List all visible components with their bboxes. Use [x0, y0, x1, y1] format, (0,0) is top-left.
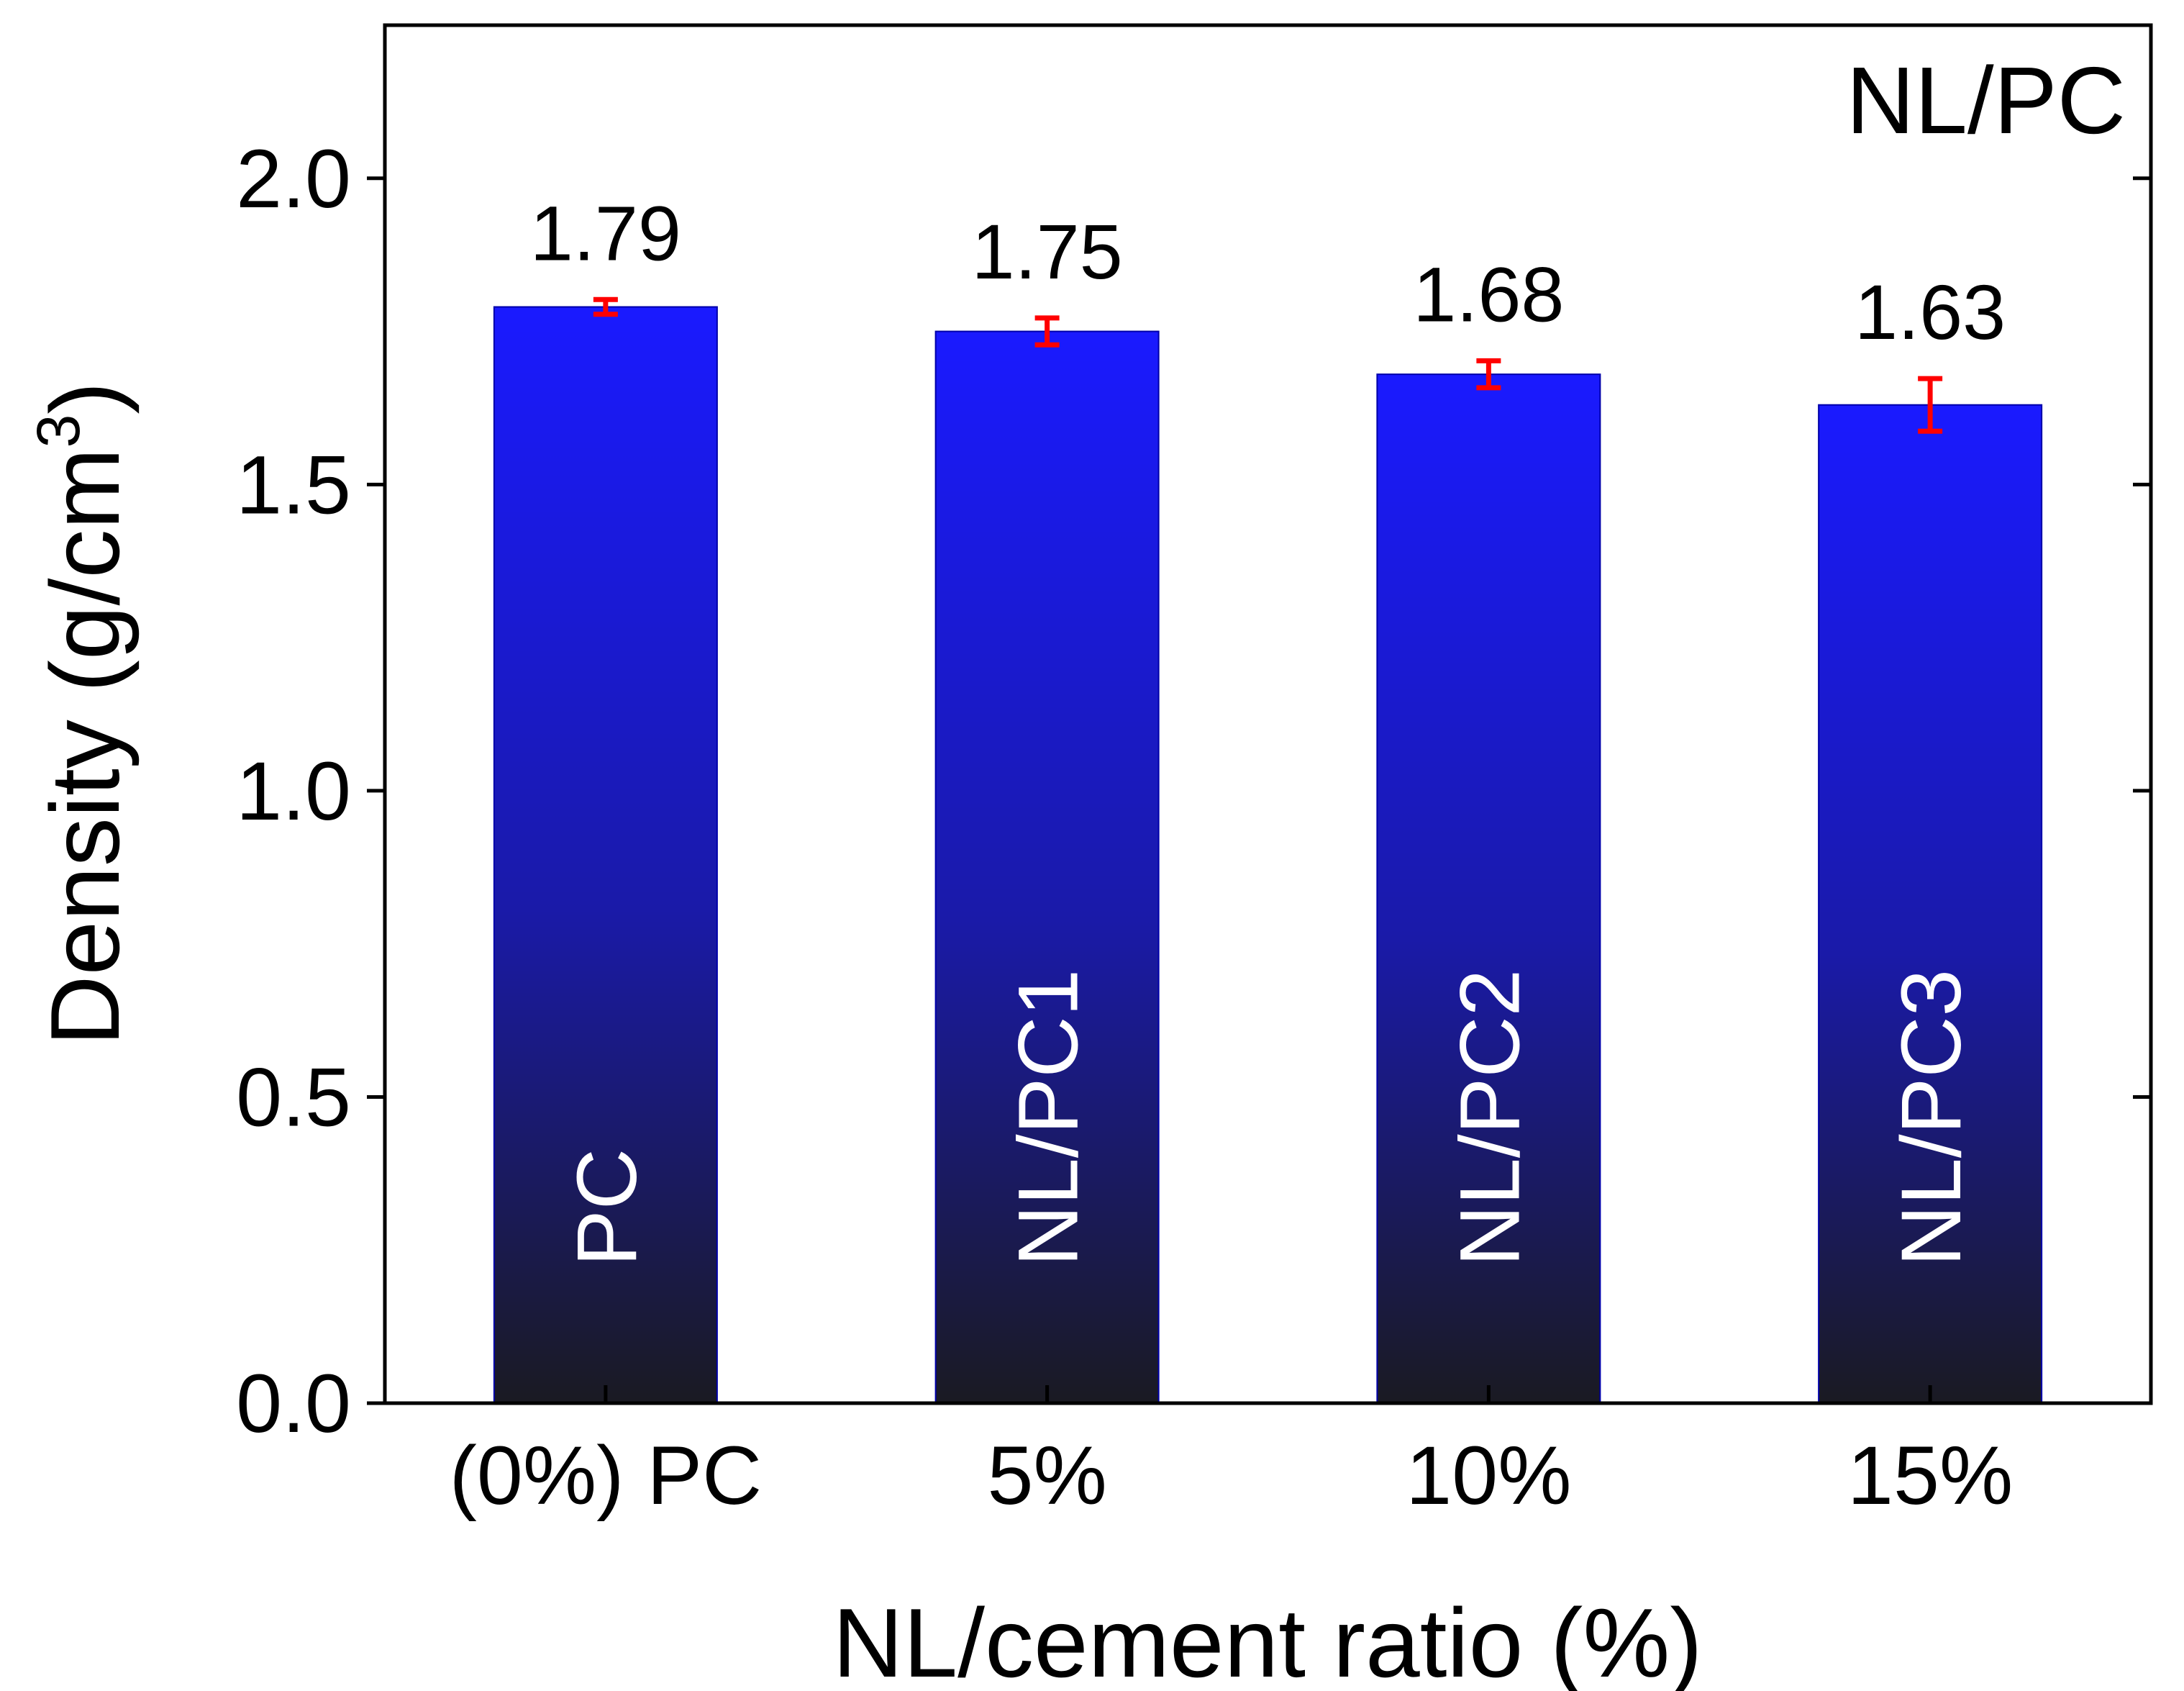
bar-1	[934, 330, 1160, 1404]
bar-0	[493, 306, 718, 1404]
ticks-layer: (0%) PC 5% 10% 15% 0.0 0.5 1.0 1.5 2.0	[236, 133, 2151, 1522]
value-label: 1.79	[530, 189, 681, 276]
bar-inner-label: NL/PC2	[1442, 969, 1537, 1266]
x-tick-label: 15%	[1847, 1430, 2013, 1522]
x-tick-label: 5%	[988, 1430, 1107, 1522]
error-bars-layer: 1.79 1.75 1.68 1.63	[530, 189, 2006, 434]
value-label: 1.68	[1413, 250, 1564, 337]
plot-frame	[383, 23, 2153, 1405]
y-axis-label-main: Density (g/cm	[30, 448, 140, 1046]
x-tick-label: (0%) PC	[450, 1430, 763, 1522]
bar-inner-label: NL/PC1	[1001, 969, 1096, 1266]
bars-layer: PC NL/PC1 NL/PC2 NL/PC3	[493, 306, 2043, 1405]
bar-3	[1818, 404, 2043, 1405]
y-axis-label-superscript: 3	[24, 414, 92, 448]
y-tick-label: 0.5	[236, 1051, 351, 1143]
y-tick-label: 1.0	[236, 745, 351, 838]
x-tick-label: 10%	[1406, 1430, 1571, 1522]
x-axis-label: NL/cement ratio (%)	[832, 1588, 1702, 1691]
value-label: 1.75	[972, 208, 1123, 295]
chart-title: NL/PC	[1846, 47, 2126, 153]
y-tick-label: 1.5	[236, 439, 351, 531]
value-label: 1.63	[1855, 268, 2006, 355]
y-tick-label: 2.0	[236, 133, 351, 225]
bar-inner-label: PC	[560, 1148, 655, 1266]
bar-inner-label: NL/PC3	[1884, 969, 1979, 1266]
y-axis-label: Density (g/cm3)	[24, 381, 140, 1046]
y-tick-label: 0.0	[236, 1358, 351, 1450]
y-axis-label-close: )	[30, 381, 140, 414]
